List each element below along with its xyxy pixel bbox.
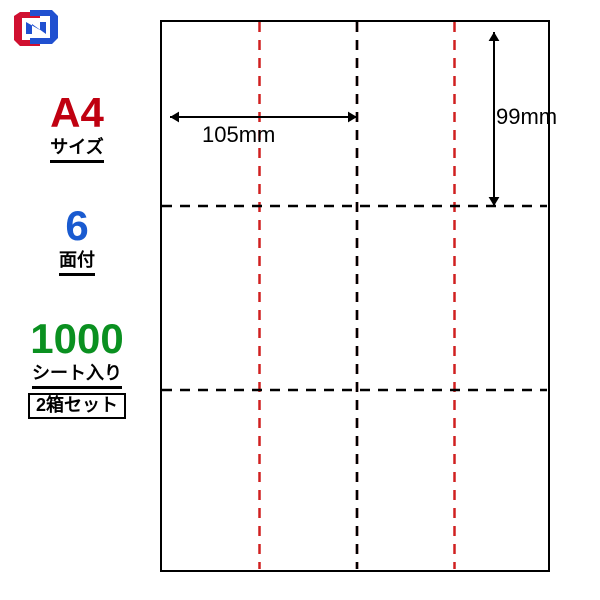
spec-size: A4 サイズ: [50, 90, 104, 163]
spec-size-label: サイズ: [50, 138, 103, 163]
sheet-diagram: 105mm 99mm: [160, 20, 550, 572]
brand-logo: [12, 8, 66, 48]
spec-faces: 6 面付: [59, 203, 95, 276]
spec-sheets-value: 1000: [30, 316, 123, 362]
spec-size-value: A4: [50, 90, 104, 136]
width-dimension-label: 105mm: [202, 122, 275, 148]
spec-sidebar: A4 サイズ 6 面付 1000 シート入り 2箱セット: [12, 90, 142, 419]
spec-sheets: 1000 シート入り 2箱セット: [28, 316, 126, 419]
height-dimension-label: 99mm: [496, 104, 557, 130]
spec-faces-value: 6: [65, 203, 88, 249]
spec-faces-label: 面付: [59, 251, 95, 276]
spec-sheets-box: 2箱セット: [28, 393, 126, 419]
spec-sheets-label: シート入り: [32, 364, 122, 389]
